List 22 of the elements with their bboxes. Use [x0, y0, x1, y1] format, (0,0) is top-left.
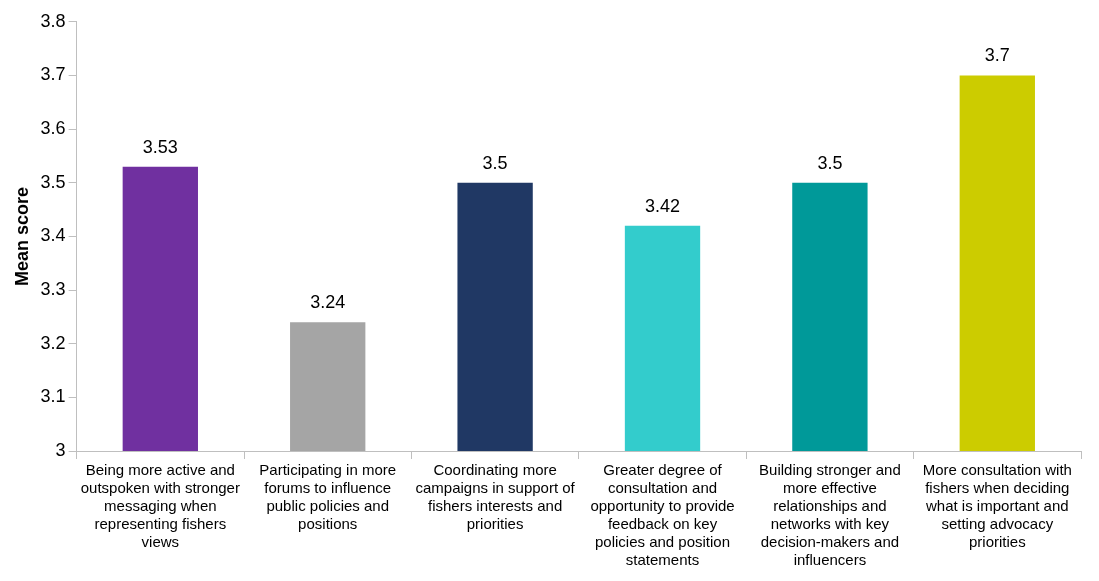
x-tick-label: Being more active and outspoken with stronger messaging when representing fishers views — [80, 461, 240, 551]
y-tick-label: 3.2 — [40, 332, 66, 353]
y-tick-label: 3.8 — [40, 10, 66, 31]
y-tick-label: 3.3 — [40, 279, 66, 300]
data-label: 3.5 — [817, 152, 843, 173]
x-tick-label: Coordinating more campaigns in support of fishers interests and priorities — [415, 461, 576, 533]
x-tick-label: More consultation with fishers when deciding what is important and setting advocacy priorities — [922, 461, 1072, 551]
x-tick-label: Greater degree of consultation and opportunity to provide feedback on key policies and position statements — [590, 461, 735, 569]
data-label: 3.53 — [142, 136, 178, 157]
data-label: 3.24 — [310, 292, 346, 313]
x-tick-label: Participating in more forums to influence public policies and positions — [259, 461, 397, 533]
y-tick-label: 3.6 — [40, 118, 66, 139]
data-label: 3.7 — [984, 45, 1010, 66]
y-tick-label: 3 — [55, 439, 66, 460]
y-tick-label: 3.5 — [40, 171, 66, 192]
data-label: 3.42 — [644, 195, 681, 216]
y-axis-title: Mean score — [11, 186, 32, 286]
x-tick-label: Building stronger and more effective relationships and networks with key decision-makers and influencers — [759, 461, 901, 569]
y-tick-label: 3.4 — [40, 225, 66, 246]
y-tick-label: 3.7 — [40, 64, 66, 85]
y-tick-label: 3.1 — [40, 386, 66, 407]
data-label: 3.5 — [482, 152, 508, 173]
